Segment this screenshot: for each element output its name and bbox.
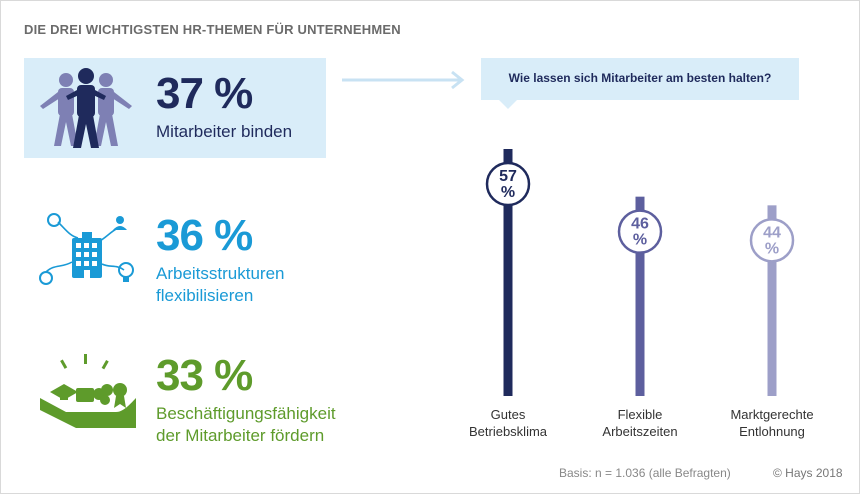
topic-label-line: Arbeitsstrukturen — [156, 264, 285, 283]
topic-label-line: Mitarbeiter binden — [156, 122, 293, 141]
topic-label-line: flexibilisieren — [156, 286, 254, 305]
office-building-network-icon — [39, 213, 134, 285]
value-marker — [485, 161, 531, 207]
topic-percentage: 33 % — [156, 351, 253, 400]
category-label-line: Entlohnung — [739, 424, 805, 439]
speech-pointer — [499, 100, 517, 109]
category-label: Flexible Arbeitszeiten — [580, 406, 700, 440]
category-label-line: Marktgerechte — [730, 407, 814, 422]
data-label: % — [765, 240, 779, 257]
data-label: 46 — [631, 216, 649, 233]
lollipop-stem — [635, 196, 645, 396]
category-label: Gutes Betriebsklima — [448, 406, 568, 440]
people-group-icon — [40, 68, 132, 148]
chart-title: Wie lassen sich Mitarbeiter am besten ha… — [508, 71, 772, 85]
topic-label-line: Beschäftigungsfähigkeit — [156, 404, 336, 423]
topic-label-line: der Mitarbeiter fördern — [156, 426, 325, 445]
value-marker — [749, 218, 795, 263]
page-title: DIE DREI WICHTIGSTEN HR-THEMEN FÜR UNTER… — [24, 22, 401, 37]
data-label: % — [501, 184, 515, 201]
topic-percentage: 37 % — [156, 69, 253, 118]
category-label-line: Gutes — [490, 407, 526, 422]
source-note: Basis: n = 1.036 (alle Befragten) — [559, 466, 731, 480]
topic-card-flexibility: 36 % Arbeitsstrukturen flexibilisieren — [24, 200, 326, 305]
lollipop-chart: 57%46% 44% — [485, 149, 795, 396]
topic-label: Mitarbeiter binden — [156, 121, 376, 143]
category-label-line: Flexible — [617, 407, 663, 422]
topic-label: Beschäftigungsfähigkeit der Mitarbeiter … — [156, 403, 376, 447]
lollipop-stem — [767, 205, 777, 396]
category-label-line: Arbeitszeiten — [602, 424, 678, 439]
category-label: Marktgerechte Entlohnung — [712, 406, 832, 440]
data-label: 44 — [763, 224, 781, 241]
topic-card-retention: 37 % Mitarbeiter binden — [24, 58, 326, 158]
data-label: % — [633, 232, 647, 249]
topic-percentage: 36 % — [156, 211, 253, 260]
value-marker — [617, 209, 663, 254]
copyright: © Hays 2018 — [773, 466, 843, 480]
data-label: 57 — [499, 168, 517, 185]
right-arrow-icon — [342, 70, 465, 90]
topic-label: Arbeitsstrukturen flexibilisieren — [156, 263, 376, 307]
lollipop-stem — [503, 149, 513, 396]
hand-holding-skills-icon — [40, 354, 136, 428]
chart-question-box: Wie lassen sich Mitarbeiter am besten ha… — [481, 58, 799, 109]
topic-card-employability: 33 % Beschäftigungsfähigkeit der Mitarbe… — [24, 340, 336, 445]
category-label-line: Betriebsklima — [468, 424, 548, 439]
